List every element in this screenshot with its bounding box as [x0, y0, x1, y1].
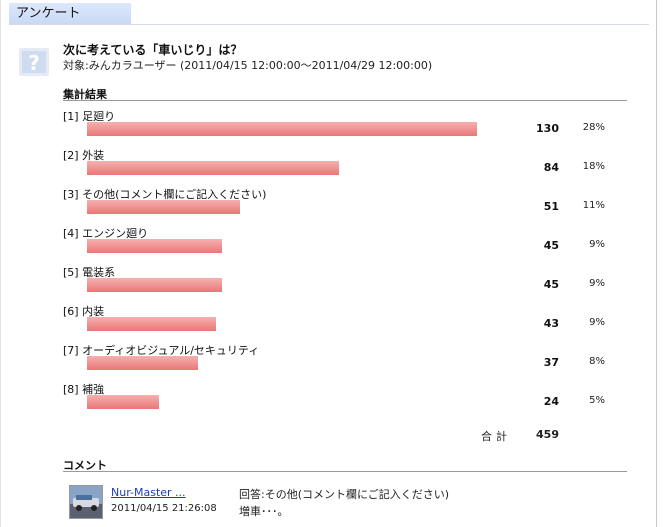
comment-answer: 回答:その他(コメント欄にご記入ください) — [239, 488, 450, 501]
result-percent: 11% — [582, 200, 605, 211]
result-percent: 5% — [589, 395, 605, 406]
result-percent: 9% — [589, 317, 605, 328]
result-label: [3] その他(コメント欄にご記入ください) — [63, 188, 267, 201]
result-bar — [87, 395, 159, 409]
result-row: [3] その他(コメント欄にご記入ください) 51 11% — [63, 186, 627, 222]
result-percent: 28% — [582, 122, 605, 133]
comment-text: 増車･･･。 — [239, 505, 289, 518]
comments-divider — [63, 471, 627, 472]
total-value: 459 — [536, 428, 559, 441]
result-bar — [87, 200, 240, 214]
result-label: [5] 電装系 — [63, 266, 116, 279]
commenter-avatar[interactable] — [69, 485, 103, 519]
result-label: [4] エンジン廻り — [63, 227, 149, 240]
result-label: [7] オーディオビジュアル/セキュリティ — [63, 344, 260, 357]
commenter-name-link[interactable]: Nur-Master ... — [111, 486, 186, 499]
question-icon: ? — [19, 48, 49, 76]
result-bar — [87, 317, 216, 331]
result-row: [8] 補強 24 5% — [63, 381, 627, 417]
result-label: [1] 足廻り — [63, 110, 116, 123]
result-count: 84 — [543, 161, 559, 174]
result-bar — [87, 239, 222, 253]
comment-date: 2011/04/15 21:26:08 — [111, 503, 217, 514]
header-divider — [9, 24, 649, 25]
result-percent: 9% — [589, 278, 605, 289]
survey-question: 次に考えている「車いじり」は？ — [63, 43, 243, 57]
result-bar — [87, 356, 198, 370]
svg-text:?: ? — [28, 51, 40, 75]
result-count: 45 — [543, 278, 559, 291]
result-bar — [87, 161, 339, 175]
result-label: [6] 内装 — [63, 305, 105, 318]
result-count: 43 — [543, 317, 559, 330]
result-label: [2] 外装 — [63, 149, 105, 162]
results-section-title: 集計結果 — [63, 88, 107, 101]
result-count: 51 — [543, 200, 559, 213]
car-photo-icon — [70, 486, 102, 518]
result-row: [6] 内装 43 9% — [63, 303, 627, 339]
result-row: [4] エンジン廻り 45 9% — [63, 225, 627, 261]
result-label: [8] 補強 — [63, 383, 105, 396]
survey-target: 対象:みんカラユーザー (2011/04/15 12:00:00～2011/04… — [63, 59, 433, 72]
results-divider — [63, 100, 627, 101]
result-row: [7] オーディオビジュアル/セキュリティ 37 8% — [63, 342, 627, 378]
result-count: 37 — [543, 356, 559, 369]
comments-section-title: コメント — [63, 459, 107, 472]
result-row: [2] 外装 84 18% — [63, 147, 627, 183]
result-count: 45 — [543, 239, 559, 252]
result-count: 130 — [536, 122, 559, 135]
result-row: [5] 電装系 45 9% — [63, 264, 627, 300]
panel-header-tab: アンケート — [9, 3, 131, 24]
result-percent: 18% — [582, 161, 605, 172]
result-row: [1] 足廻り 130 28% — [63, 108, 627, 144]
total-label: 合計 — [481, 430, 511, 443]
result-count: 24 — [543, 395, 559, 408]
panel-title: アンケート — [16, 6, 81, 21]
result-percent: 8% — [589, 356, 605, 367]
result-bar — [87, 122, 477, 136]
result-bar — [87, 278, 222, 292]
result-percent: 9% — [589, 239, 605, 250]
